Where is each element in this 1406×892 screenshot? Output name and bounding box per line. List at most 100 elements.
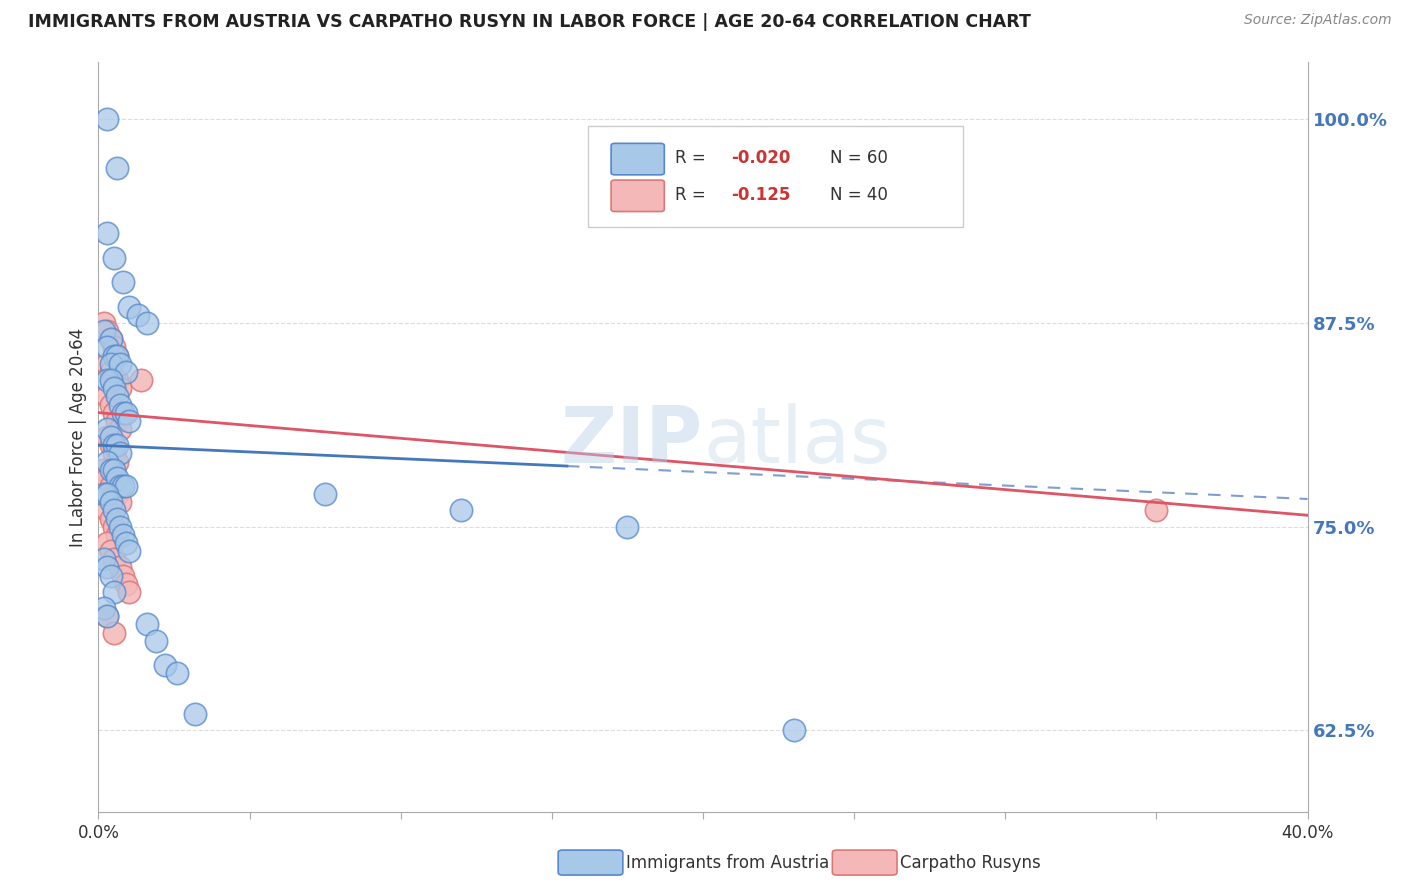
Point [105, 389, 128, 403]
Point [105, 528, 128, 542]
Text: R =: R = [675, 186, 717, 204]
Text: IMMIGRANTS FROM AUSTRIA VS CARPATHO RUSYN IN LABOR FORCE | AGE 20-64 CORRELATION: IMMIGRANTS FROM AUSTRIA VS CARPATHO RUSY… [28, 13, 1031, 31]
Point [103, 625, 125, 640]
Point [100, 365, 122, 379]
Point [96, 112, 118, 127]
Point [103, 503, 125, 517]
Text: N = 40: N = 40 [830, 186, 887, 204]
Point [108, 560, 131, 574]
Point [96, 503, 118, 517]
Point [108, 495, 131, 509]
Point [153, 658, 176, 673]
Point [111, 276, 134, 290]
Point [105, 349, 128, 363]
Point [103, 552, 125, 566]
Point [105, 161, 128, 176]
Point [96, 422, 118, 436]
Point [118, 300, 141, 314]
Point [96, 454, 118, 468]
Point [135, 617, 157, 632]
Point [105, 454, 128, 468]
Point [103, 438, 125, 452]
Point [108, 357, 131, 371]
Text: Immigrants from Austria: Immigrants from Austria [626, 854, 830, 871]
Point [100, 430, 122, 444]
Point [166, 666, 188, 681]
Point [111, 568, 134, 582]
Point [105, 414, 128, 428]
Point [96, 536, 118, 550]
Point [100, 332, 122, 346]
Text: -0.020: -0.020 [731, 149, 790, 168]
Point [114, 536, 136, 550]
Y-axis label: In Labor Force | Age 20-64: In Labor Force | Age 20-64 [69, 327, 87, 547]
Point [93, 552, 115, 566]
Point [103, 584, 125, 599]
Point [103, 373, 125, 387]
Point [114, 406, 136, 420]
Point [103, 463, 125, 477]
FancyBboxPatch shape [612, 144, 664, 175]
Point [96, 430, 118, 444]
Point [105, 438, 128, 452]
Point [105, 511, 128, 525]
Point [118, 584, 141, 599]
Text: R =: R = [675, 149, 711, 168]
Point [100, 463, 122, 477]
Point [103, 341, 125, 355]
Point [118, 544, 141, 558]
FancyBboxPatch shape [612, 180, 664, 211]
Point [108, 422, 131, 436]
Text: atlas: atlas [703, 403, 890, 479]
Point [93, 316, 115, 330]
Text: ZIP: ZIP [561, 403, 703, 479]
Text: Source: ZipAtlas.com: Source: ZipAtlas.com [1244, 13, 1392, 28]
Point [105, 471, 128, 485]
Point [184, 706, 207, 721]
Point [145, 633, 167, 648]
Point [103, 349, 125, 363]
FancyBboxPatch shape [588, 126, 963, 227]
Point [100, 357, 122, 371]
Point [114, 365, 136, 379]
Point [114, 479, 136, 493]
Point [118, 414, 141, 428]
Point [93, 324, 115, 338]
Point [96, 227, 118, 241]
Point [96, 357, 118, 371]
Point [127, 308, 149, 322]
Point [108, 397, 131, 411]
Point [129, 373, 152, 387]
Point [100, 332, 122, 346]
Point [93, 463, 115, 477]
Point [103, 519, 125, 533]
Point [100, 373, 122, 387]
Point [96, 341, 118, 355]
Point [96, 609, 118, 624]
Point [93, 487, 115, 501]
Point [96, 324, 118, 338]
Point [93, 601, 115, 615]
Text: -0.125: -0.125 [731, 186, 790, 204]
Point [111, 406, 134, 420]
Point [108, 446, 131, 460]
Point [105, 373, 128, 387]
Point [96, 373, 118, 387]
Point [96, 560, 118, 574]
Point [100, 511, 122, 525]
Point [108, 479, 131, 493]
Point [1144, 503, 1167, 517]
Point [96, 471, 118, 485]
Point [103, 406, 125, 420]
Point [103, 381, 125, 395]
Point [100, 397, 122, 411]
Point [96, 487, 118, 501]
Point [783, 723, 806, 738]
Point [108, 519, 131, 533]
Point [100, 544, 122, 558]
Point [616, 519, 638, 533]
Point [450, 503, 472, 517]
Point [114, 576, 136, 591]
Point [111, 528, 134, 542]
Point [111, 479, 134, 493]
